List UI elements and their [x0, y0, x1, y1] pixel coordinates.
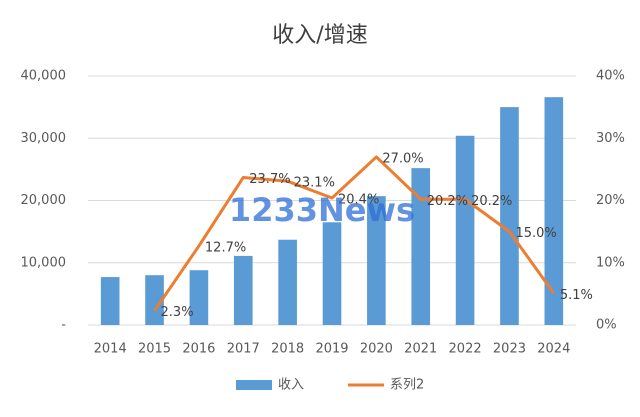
data-label: 5.1% [560, 288, 593, 303]
x-tick-label: 2016 [182, 342, 215, 357]
x-tick-label: 2022 [449, 342, 482, 357]
bar [189, 270, 209, 325]
data-label: 23.7% [249, 172, 290, 187]
data-label: 20.2% [427, 194, 468, 209]
x-tick-label: 2017 [227, 342, 260, 357]
x-tick-label: 2021 [404, 342, 437, 357]
bar [455, 135, 475, 325]
bar [544, 97, 564, 325]
y-tick-label: 20,000 [21, 193, 67, 208]
data-label: 12.7% [205, 240, 246, 255]
x-tick-label: 2015 [138, 342, 171, 357]
data-label: 15.0% [515, 226, 556, 241]
x-tick-label: 2019 [315, 342, 348, 357]
data-label: 2.3% [161, 305, 194, 320]
bar [145, 275, 164, 325]
x-tick-label: 2018 [271, 342, 304, 357]
y-tick-label: 30,000 [21, 131, 67, 146]
y-tick-label: 40,000 [21, 69, 67, 84]
legend-label: 系列2 [390, 378, 424, 393]
bar [500, 107, 519, 325]
y2-tick-label: 20% [596, 193, 625, 208]
y-tick-label: - [61, 318, 66, 333]
bar [233, 255, 253, 325]
y-tick-label: 10,000 [21, 255, 67, 270]
bar [411, 168, 431, 325]
bar [278, 239, 297, 325]
watermark: 1233News [229, 191, 415, 229]
data-label: 20.4% [338, 193, 379, 208]
chart-title: 收入/增速 [272, 23, 367, 48]
x-tick-label: 2014 [94, 342, 127, 357]
legend-swatch [236, 380, 272, 390]
bar [367, 196, 386, 325]
legend-label: 收入 [278, 378, 304, 393]
bar [322, 222, 342, 325]
data-label: 27.0% [382, 151, 423, 166]
y2-tick-label: 0% [596, 318, 617, 333]
x-tick-label: 2020 [360, 342, 393, 357]
data-label: 20.2% [471, 194, 512, 209]
x-tick-label: 2023 [493, 342, 526, 357]
y2-tick-label: 10% [596, 255, 625, 270]
data-label: 23.1% [294, 176, 335, 191]
x-tick-label: 2024 [537, 342, 570, 357]
y2-tick-label: 30% [596, 131, 625, 146]
bar [100, 277, 120, 325]
y2-tick-label: 40% [596, 69, 625, 84]
line [153, 155, 556, 312]
